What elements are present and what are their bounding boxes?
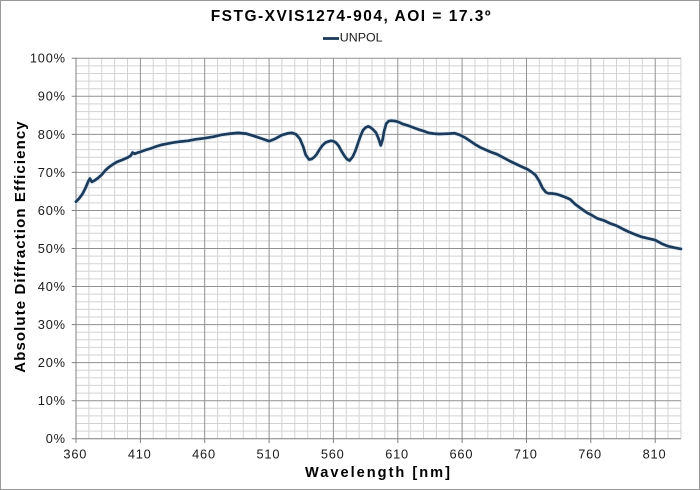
svg-text:360: 360	[63, 446, 87, 461]
svg-text:100%: 100%	[30, 51, 66, 66]
svg-text:FSTG-XVIS1274-904, AOI = 17.3º: FSTG-XVIS1274-904, AOI = 17.3º	[211, 8, 492, 25]
svg-text:Absolute Diffraction Efficienc: Absolute Diffraction Efficiency	[12, 120, 29, 372]
svg-text:UNPOL: UNPOL	[340, 31, 383, 45]
svg-text:Wavelength [nm]: Wavelength [nm]	[305, 465, 452, 481]
svg-text:660: 660	[450, 446, 474, 461]
svg-text:610: 610	[385, 446, 409, 461]
svg-text:40%: 40%	[38, 279, 66, 294]
svg-text:90%: 90%	[38, 89, 66, 104]
svg-text:810: 810	[643, 446, 667, 461]
svg-text:70%: 70%	[38, 165, 66, 180]
svg-text:60%: 60%	[38, 203, 66, 218]
svg-text:80%: 80%	[38, 127, 66, 142]
svg-text:30%: 30%	[38, 317, 66, 332]
svg-text:560: 560	[321, 446, 345, 461]
svg-text:20%: 20%	[38, 355, 66, 370]
svg-text:410: 410	[128, 446, 152, 461]
svg-text:10%: 10%	[38, 393, 66, 408]
svg-text:760: 760	[578, 446, 602, 461]
svg-text:460: 460	[192, 446, 216, 461]
svg-text:710: 710	[514, 446, 538, 461]
svg-text:0%: 0%	[46, 431, 66, 446]
svg-text:50%: 50%	[38, 241, 66, 256]
svg-text:510: 510	[257, 446, 281, 461]
